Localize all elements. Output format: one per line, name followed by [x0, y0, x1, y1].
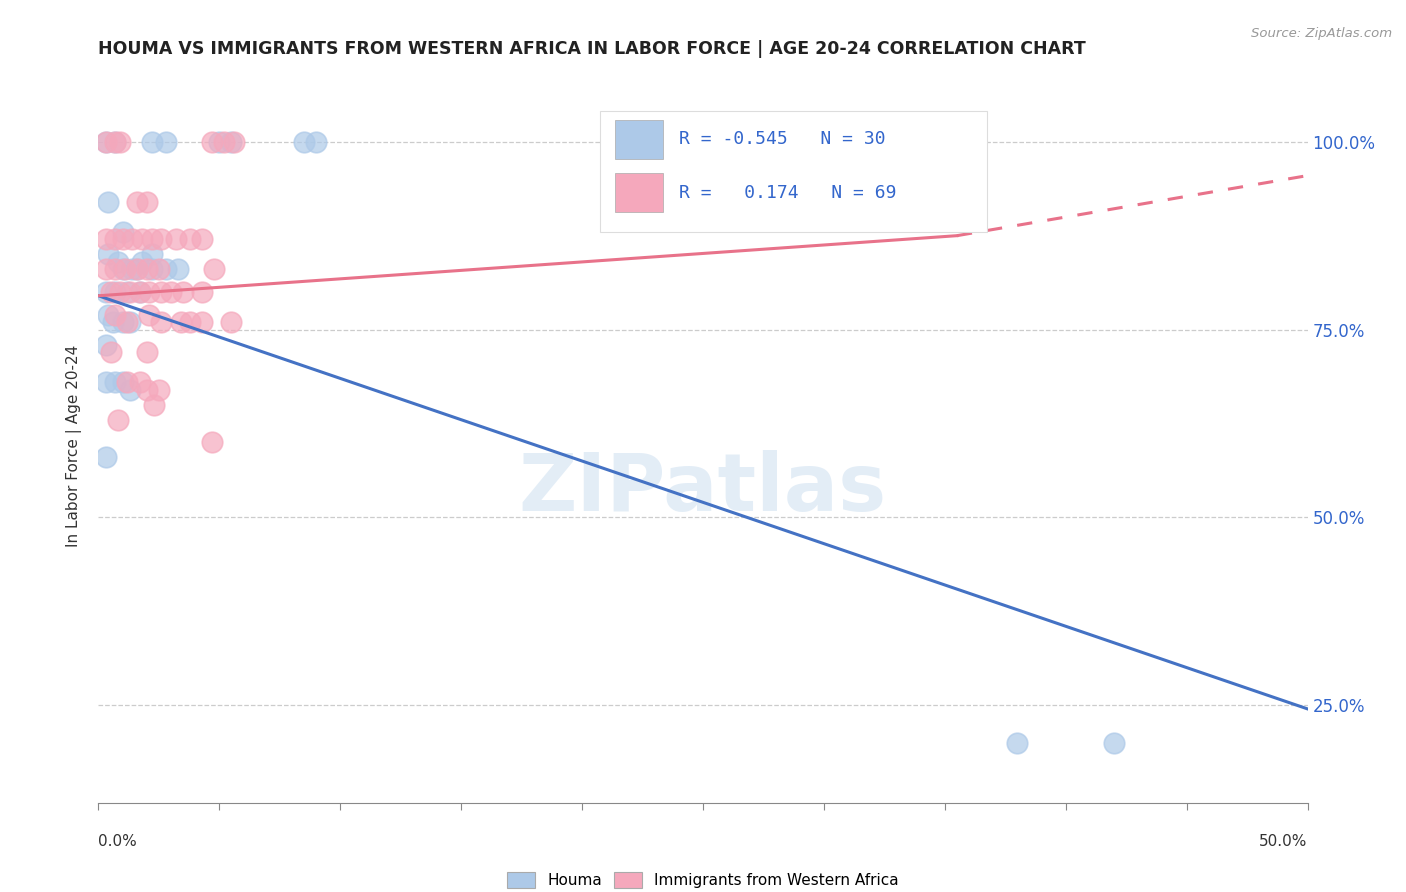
- Point: [221, 315, 243, 329]
- Point: [108, 285, 131, 299]
- Point: [118, 383, 141, 397]
- Point: [111, 225, 134, 239]
- Point: [141, 247, 163, 261]
- Point: [128, 375, 150, 389]
- Point: [121, 232, 143, 246]
- Point: [179, 315, 201, 329]
- Point: [117, 315, 139, 329]
- Legend: Houma, Immigrants from Western Africa: Houma, Immigrants from Western Africa: [508, 872, 898, 888]
- Point: [114, 262, 136, 277]
- Point: [111, 315, 134, 329]
- Point: [131, 255, 153, 269]
- Point: [141, 262, 163, 277]
- Text: ZIPatlas: ZIPatlas: [519, 450, 887, 528]
- Point: [1007, 736, 1029, 750]
- Point: [104, 135, 127, 149]
- Point: [107, 413, 129, 427]
- Point: [101, 315, 124, 329]
- Point: [201, 135, 224, 149]
- Point: [221, 135, 243, 149]
- Point: [135, 194, 157, 209]
- Point: [138, 308, 160, 322]
- Text: HOUMA VS IMMIGRANTS FROM WESTERN AFRICA IN LABOR FORCE | AGE 20-24 CORRELATION C: HOUMA VS IMMIGRANTS FROM WESTERN AFRICA …: [98, 40, 1087, 58]
- Point: [117, 375, 139, 389]
- Point: [179, 232, 201, 246]
- Point: [305, 135, 328, 149]
- Point: [94, 337, 117, 351]
- Point: [128, 285, 150, 299]
- Point: [108, 135, 131, 149]
- Point: [118, 315, 141, 329]
- Point: [111, 232, 134, 246]
- Point: [222, 135, 245, 149]
- Text: 50.0%: 50.0%: [1260, 834, 1308, 849]
- Text: R =   0.174   N = 69: R = 0.174 N = 69: [679, 184, 896, 202]
- Point: [97, 194, 120, 209]
- Y-axis label: In Labor Force | Age 20-24: In Labor Force | Age 20-24: [66, 345, 83, 547]
- Point: [191, 285, 214, 299]
- Point: [165, 232, 187, 246]
- Point: [148, 383, 170, 397]
- Point: [94, 135, 117, 149]
- Point: [138, 285, 160, 299]
- Point: [104, 375, 127, 389]
- Point: [208, 135, 231, 149]
- Point: [141, 135, 163, 149]
- Point: [191, 315, 214, 329]
- Text: 0.0%: 0.0%: [98, 834, 138, 849]
- Point: [135, 262, 157, 277]
- Point: [204, 262, 226, 277]
- Point: [104, 135, 127, 149]
- Point: [100, 285, 122, 299]
- Point: [104, 285, 127, 299]
- FancyBboxPatch shape: [614, 173, 664, 212]
- Point: [212, 135, 235, 149]
- Point: [150, 315, 173, 329]
- Point: [117, 285, 139, 299]
- Point: [1102, 736, 1125, 750]
- Point: [127, 194, 149, 209]
- Point: [155, 135, 177, 149]
- Point: [97, 308, 120, 322]
- Point: [97, 247, 120, 261]
- Point: [104, 262, 127, 277]
- Point: [118, 285, 141, 299]
- Point: [150, 285, 173, 299]
- Point: [167, 262, 190, 277]
- FancyBboxPatch shape: [600, 111, 987, 232]
- Text: R = -0.545   N = 30: R = -0.545 N = 30: [679, 130, 886, 148]
- FancyBboxPatch shape: [614, 120, 664, 159]
- Point: [148, 262, 170, 277]
- Point: [128, 285, 150, 299]
- Point: [94, 135, 117, 149]
- Point: [100, 345, 122, 359]
- Point: [143, 398, 166, 412]
- Point: [94, 450, 117, 465]
- Point: [201, 435, 224, 450]
- Point: [111, 375, 134, 389]
- Point: [191, 232, 214, 246]
- Point: [104, 308, 127, 322]
- Point: [127, 262, 149, 277]
- Text: Source: ZipAtlas.com: Source: ZipAtlas.com: [1251, 27, 1392, 40]
- Point: [127, 262, 149, 277]
- Point: [94, 232, 117, 246]
- Point: [141, 232, 163, 246]
- Point: [160, 285, 183, 299]
- Point: [111, 262, 134, 277]
- Point: [104, 232, 127, 246]
- Point: [135, 345, 157, 359]
- Point: [121, 262, 143, 277]
- Point: [150, 232, 173, 246]
- Point: [135, 383, 157, 397]
- Point: [94, 375, 117, 389]
- Point: [131, 232, 153, 246]
- Point: [172, 285, 194, 299]
- Point: [169, 315, 191, 329]
- Point: [107, 255, 129, 269]
- Point: [292, 135, 315, 149]
- Point: [155, 262, 177, 277]
- Point: [94, 285, 117, 299]
- Point: [94, 262, 117, 277]
